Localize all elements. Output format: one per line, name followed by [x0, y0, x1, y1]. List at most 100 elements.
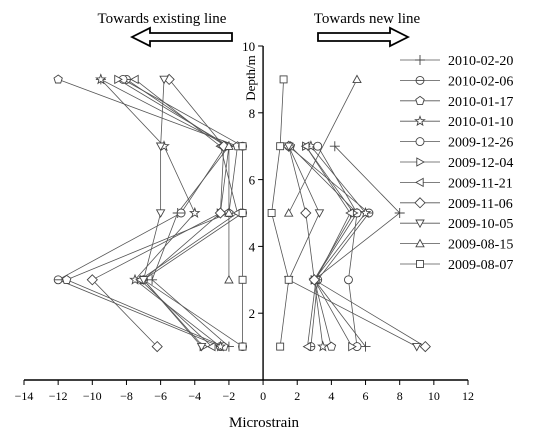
left-arrow — [129, 26, 233, 48]
data-point-triangle-down — [138, 276, 149, 285]
data-point-pentagon — [326, 341, 337, 351]
legend-item: 2009-11-06 — [400, 197, 513, 212]
series-2009-08-15 — [224, 74, 362, 284]
data-point-triangle-left — [206, 341, 216, 352]
data-point-triangle-down — [283, 142, 294, 152]
data-point-square — [238, 275, 247, 284]
data-point-triangle-right — [114, 74, 123, 85]
series-line-right — [313, 145, 401, 347]
x-tick-label: 4 — [328, 389, 334, 403]
legend-label: 2010-02-06 — [448, 74, 513, 89]
series-line-right — [288, 146, 417, 347]
series-line-left — [57, 79, 227, 347]
x-tick-label: 0 — [260, 389, 266, 403]
legend-item: 2009-11-21 — [400, 176, 513, 191]
x-tick-label: −8 — [120, 389, 133, 403]
data-point-triangle-right — [348, 341, 357, 352]
data-point-triangle-left — [345, 208, 354, 218]
data-point-pentagon — [53, 74, 63, 84]
data-point-triangle-down — [415, 219, 425, 229]
data-point-triangle-down — [155, 142, 166, 152]
data-point-diamond — [86, 274, 98, 286]
legend-label: 2009-08-15 — [448, 238, 513, 253]
x-tick-label: −2 — [223, 389, 236, 403]
x-tick-label: −12 — [49, 389, 68, 403]
data-point-star — [214, 340, 227, 352]
data-point-triangle-up — [283, 208, 294, 217]
x-tick-label: 12 — [462, 389, 474, 403]
legend-item: 2009-10-05 — [400, 217, 513, 232]
legend-label: 2010-02-20 — [448, 54, 513, 69]
legend-label: 2009-10-05 — [448, 217, 513, 232]
data-point-circle — [344, 275, 353, 285]
x-tick-label: 6 — [363, 389, 369, 403]
data-point-diamond — [151, 340, 163, 353]
data-point-square — [238, 342, 247, 351]
series-2009-08-07 — [238, 75, 293, 351]
data-point-triangle-up — [224, 208, 234, 217]
data-point-plus — [329, 141, 340, 152]
data-point-triangle-up — [415, 238, 425, 248]
data-point-square — [267, 209, 276, 217]
data-point-square — [276, 142, 285, 151]
data-point-diamond — [214, 207, 227, 219]
series-line-right — [288, 145, 370, 347]
right-arrow — [317, 26, 411, 48]
data-point-star — [414, 115, 426, 127]
data-point-triangle-left — [300, 141, 310, 151]
data-point-plus — [394, 208, 405, 218]
data-point-circle — [313, 141, 323, 151]
x-tick-label: −10 — [83, 389, 102, 403]
data-point-diamond — [414, 197, 426, 209]
y-tick-label: 4 — [249, 239, 256, 254]
data-point-triangle-down — [412, 342, 422, 352]
data-point-plus — [415, 55, 425, 65]
data-point-star — [317, 340, 329, 352]
series-line-right — [288, 146, 426, 347]
data-point-triangle-left — [130, 74, 139, 85]
data-point-star — [359, 206, 372, 218]
legend-label: 2009-08-07 — [448, 258, 513, 273]
x-tick-label: −14 — [15, 389, 34, 403]
data-point-diamond — [300, 207, 312, 219]
data-point-star — [188, 206, 201, 218]
x-tick-label: −6 — [154, 389, 167, 403]
data-point-triangle-up — [224, 141, 234, 150]
data-point-diamond — [308, 274, 320, 286]
x-tick-label: 8 — [397, 389, 403, 403]
towards-new-line-label: Towards new line — [314, 11, 421, 27]
legend-item: 2009-12-26 — [400, 136, 513, 151]
data-point-circle — [415, 137, 425, 147]
y-axis-label: Depth/m — [243, 55, 258, 101]
x-tick-label: 2 — [294, 389, 300, 403]
series-2010-02-06 — [53, 74, 374, 352]
data-point-square — [238, 209, 247, 217]
data-point-plus — [147, 274, 158, 285]
x-axis-label: Microstrain — [229, 415, 299, 431]
series-2009-10-05 — [138, 75, 422, 352]
data-point-triangle-left — [415, 177, 424, 188]
data-point-triangle-down — [155, 209, 166, 218]
data-point-triangle-down — [196, 342, 207, 352]
legend-item: 2010-01-17 — [400, 95, 513, 110]
series-line-right — [305, 145, 355, 347]
data-point-square — [284, 275, 293, 284]
legend-label: 2010-01-10 — [448, 115, 513, 130]
y-tick-label: 10 — [242, 39, 255, 54]
data-point-diamond — [419, 340, 431, 353]
series-line-left — [58, 79, 238, 347]
legend-label: 2009-12-04 — [448, 156, 513, 171]
data-point-square — [279, 75, 288, 84]
series-line-right — [305, 145, 351, 347]
data-point-triangle-up — [352, 74, 362, 84]
data-point-triangle-down — [314, 209, 325, 218]
data-point-triangle-left — [302, 341, 312, 352]
legend-label: 2009-11-06 — [448, 197, 513, 212]
data-point-triangle-up — [224, 274, 234, 284]
data-point-pentagon — [61, 274, 72, 284]
data-point-square — [416, 260, 424, 268]
data-point-square — [276, 342, 285, 351]
legend-item: 2009-08-15 — [400, 238, 513, 253]
data-point-pentagon — [415, 95, 425, 105]
